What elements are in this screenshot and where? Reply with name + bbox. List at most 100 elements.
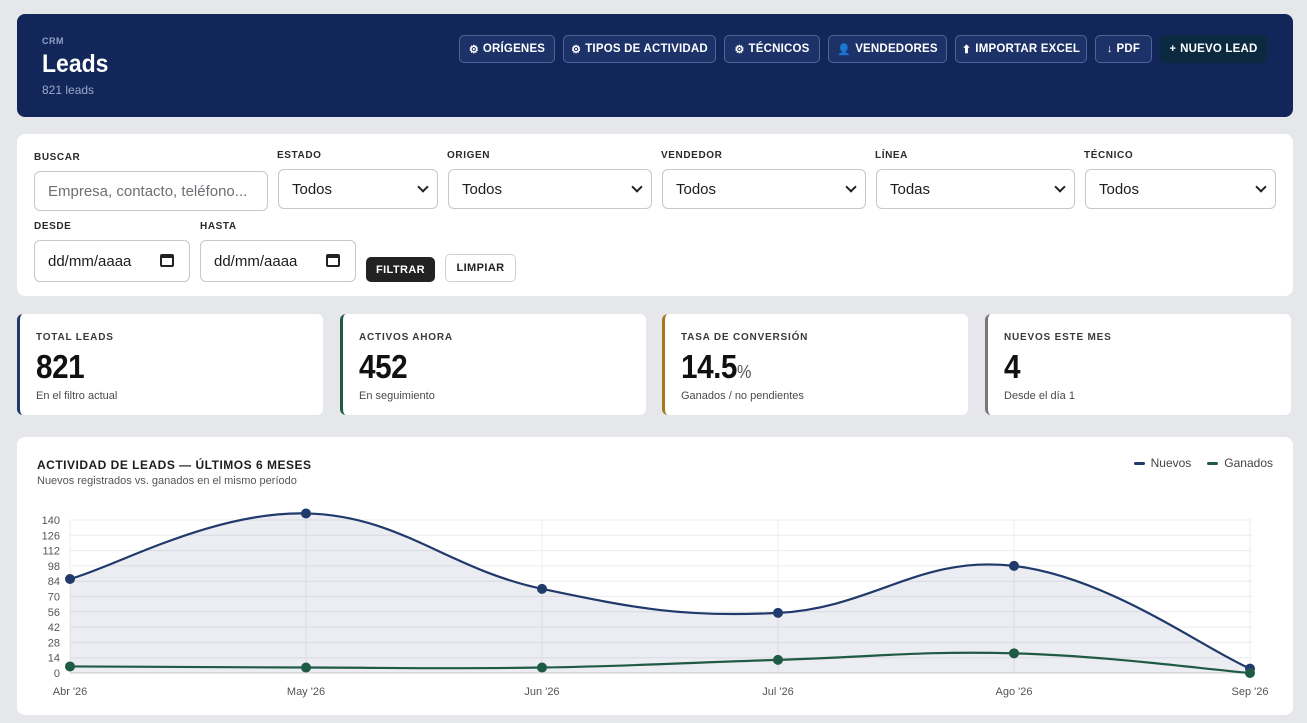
user-icon: 👤 bbox=[837, 43, 852, 56]
filters-panel: BUSCAR Empresa, contacto, teléfono... ES… bbox=[17, 134, 1293, 296]
data-point-ganados bbox=[1009, 648, 1019, 659]
x-tick-label: Ago '26 bbox=[996, 686, 1033, 698]
desde-label: DESDE bbox=[34, 221, 72, 232]
page-title: Leads bbox=[42, 50, 109, 78]
desde-date-input[interactable]: dd/mm/aaaa bbox=[34, 240, 190, 282]
stat-card-nuevos-mes: NUEVOS ESTE MES 4 Desde el día 1 bbox=[985, 314, 1291, 415]
y-tick-label: 84 bbox=[48, 576, 60, 588]
pdf-button[interactable]: ↓ PDF bbox=[1095, 35, 1152, 63]
stat-label: TASA DE CONVERSIÓN bbox=[681, 332, 809, 343]
calendar-icon[interactable] bbox=[160, 254, 174, 267]
data-point-nuevos bbox=[65, 574, 75, 585]
chevron-down-icon bbox=[1054, 181, 1066, 193]
gear-icon: ⚙ bbox=[468, 43, 479, 56]
tecnico-select[interactable]: Todos bbox=[1085, 169, 1276, 209]
x-tick-label: Jul '26 bbox=[762, 686, 793, 698]
chevron-down-icon bbox=[1255, 181, 1267, 193]
y-tick-label: 14 bbox=[48, 653, 60, 665]
x-tick-label: Sep '26 bbox=[1232, 686, 1269, 698]
chevron-down-icon bbox=[631, 181, 643, 193]
stat-value: 821 bbox=[36, 348, 85, 385]
x-tick-label: Jun '26 bbox=[524, 686, 559, 698]
y-tick-label: 42 bbox=[48, 622, 60, 634]
y-tick-label: 28 bbox=[48, 637, 60, 649]
limpiar-button[interactable]: LIMPIAR bbox=[445, 254, 516, 282]
x-tick-label: May '26 bbox=[287, 686, 325, 698]
plus-icon: + bbox=[1169, 43, 1177, 55]
data-point-nuevos bbox=[773, 607, 783, 618]
data-point-nuevos bbox=[1009, 560, 1019, 571]
chart-title: ACTIVIDAD DE LEADS — ÚLTIMOS 6 MESES bbox=[37, 458, 312, 472]
data-point-nuevos bbox=[537, 583, 547, 594]
linea-select[interactable]: Todas bbox=[876, 169, 1075, 209]
gear-icon: ⚙ bbox=[734, 43, 745, 56]
series-line-ganados bbox=[69, 651, 1251, 675]
data-point-ganados bbox=[301, 662, 311, 673]
chevron-down-icon bbox=[417, 181, 429, 193]
gear-icon: ⚙ bbox=[571, 43, 582, 56]
stat-value: 14.5% bbox=[681, 348, 751, 385]
legend-swatch bbox=[1207, 461, 1219, 465]
stat-card-activos: ACTIVOS AHORA 452 En seguimiento bbox=[340, 314, 646, 415]
data-point-ganados bbox=[65, 661, 75, 672]
origen-label: ORIGEN bbox=[447, 150, 491, 161]
search-input[interactable]: Empresa, contacto, teléfono... bbox=[34, 171, 268, 211]
vendedor-select[interactable]: Todos bbox=[662, 169, 866, 209]
chart-subtitle: Nuevos registrados vs. ganados en el mis… bbox=[37, 475, 297, 487]
data-point-ganados bbox=[773, 654, 783, 665]
stat-caption: En seguimiento bbox=[359, 390, 435, 402]
stat-card-total-leads: TOTAL LEADS 821 En el filtro actual bbox=[17, 314, 323, 415]
y-tick-label: 112 bbox=[42, 546, 60, 558]
lead-count: 821 leads bbox=[42, 83, 95, 97]
stat-value: 452 bbox=[359, 348, 408, 385]
stat-caption: Desde el día 1 bbox=[1004, 390, 1075, 402]
y-tick-label: 126 bbox=[42, 530, 60, 542]
stat-value: 4 bbox=[1004, 348, 1021, 385]
legend-swatch bbox=[1133, 461, 1145, 465]
chevron-down-icon bbox=[845, 181, 857, 193]
buscar-label: BUSCAR bbox=[34, 152, 81, 163]
data-point-ganados bbox=[1245, 668, 1255, 678]
estado-select[interactable]: Todos bbox=[278, 169, 438, 209]
y-tick-label: 0 bbox=[54, 668, 60, 680]
stat-label: TOTAL LEADS bbox=[36, 332, 114, 343]
line-chart: 0 14 28 42 56 70 84 98 112 126 140 Abr '26 May '26 Ju… bbox=[42, 508, 1269, 698]
stat-label: ACTIVOS AHORA bbox=[359, 332, 453, 343]
nuevo-lead-button[interactable]: + NUEVO LEAD bbox=[1160, 35, 1267, 63]
importar-excel-button[interactable]: ⬆ IMPORTAR EXCEL bbox=[955, 35, 1087, 63]
y-tick-label: 56 bbox=[48, 607, 60, 619]
series-area-nuevos bbox=[70, 513, 1250, 673]
calendar-icon[interactable] bbox=[326, 254, 340, 267]
download-icon: ↓ bbox=[1106, 43, 1113, 55]
stat-label: NUEVOS ESTE MES bbox=[1004, 332, 1112, 343]
stat-caption: Ganados / no pendientes bbox=[681, 390, 804, 402]
stat-caption: En el filtro actual bbox=[36, 390, 118, 402]
y-tick-label: 140 bbox=[42, 515, 60, 527]
y-tick-label: 98 bbox=[48, 561, 60, 573]
estado-label: ESTADO bbox=[277, 150, 322, 161]
hasta-date-input[interactable]: dd/mm/aaaa bbox=[200, 240, 356, 282]
stat-card-conversion: TASA DE CONVERSIÓN 14.5% Ganados / no pe… bbox=[662, 314, 968, 415]
legend-item-ganados[interactable]: Ganados bbox=[1207, 456, 1273, 470]
hasta-label: HASTA bbox=[200, 221, 237, 232]
series-line-nuevos bbox=[69, 512, 1251, 670]
filtrar-button[interactable]: FILTRAR bbox=[366, 257, 435, 282]
activity-chart-card: ACTIVIDAD DE LEADS — ÚLTIMOS 6 MESES Nue… bbox=[17, 437, 1293, 715]
y-tick-label: 70 bbox=[48, 592, 60, 604]
origen-select[interactable]: Todos bbox=[448, 169, 652, 209]
x-tick-label: Abr '26 bbox=[53, 686, 88, 698]
chart-legend: Nuevos Ganados bbox=[1133, 456, 1273, 470]
tecnico-label: TÉCNICO bbox=[1084, 150, 1134, 161]
vendedor-label: VENDEDOR bbox=[661, 150, 723, 161]
linea-label: LÍNEA bbox=[875, 150, 908, 161]
upload-icon: ⬆ bbox=[961, 43, 972, 56]
tipos-actividad-button[interactable]: ⚙ TIPOS DE ACTIVIDAD bbox=[563, 35, 716, 63]
legend-item-nuevos[interactable]: Nuevos bbox=[1133, 456, 1191, 470]
data-point-ganados bbox=[537, 662, 547, 673]
tecnicos-button[interactable]: ⚙ TÉCNICOS bbox=[724, 35, 820, 63]
data-point-nuevos bbox=[301, 508, 311, 519]
module-kicker: CRM bbox=[42, 36, 64, 46]
page-header: CRM Leads 821 leads ⚙ ORÍGENES ⚙ TIPOS D… bbox=[17, 14, 1293, 117]
vendedores-button[interactable]: 👤 VENDEDORES bbox=[828, 35, 947, 63]
origenes-button[interactable]: ⚙ ORÍGENES bbox=[459, 35, 555, 63]
